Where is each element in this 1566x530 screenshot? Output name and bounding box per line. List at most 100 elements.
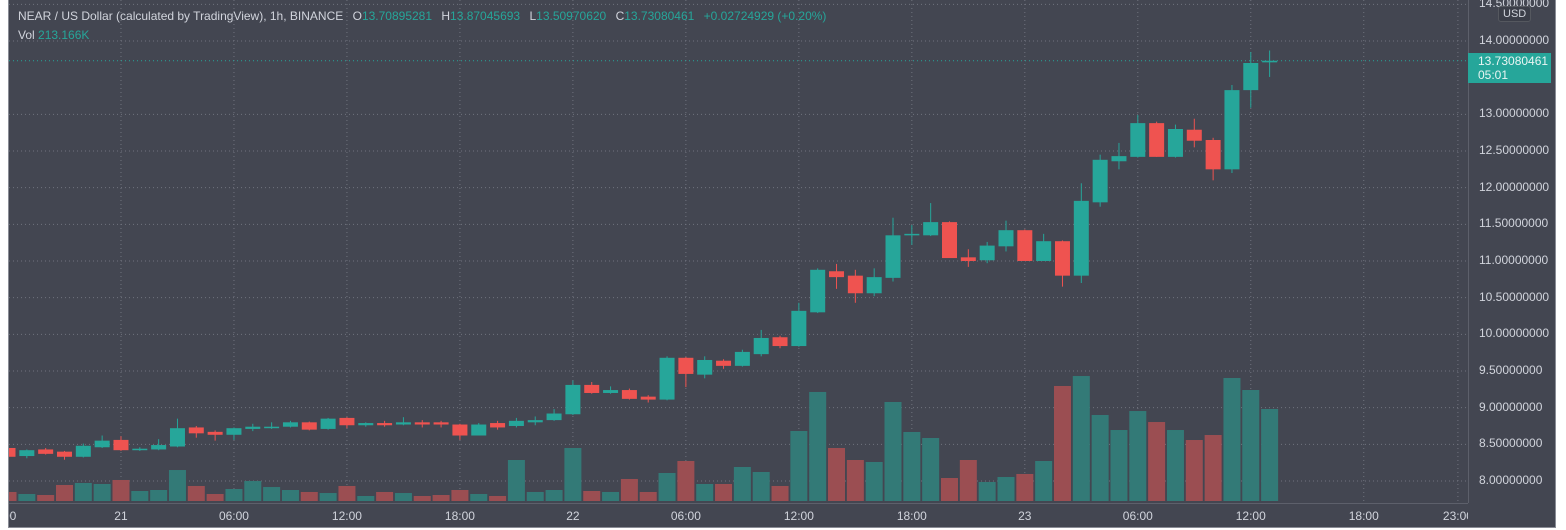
volume-bar: [639, 491, 657, 501]
volume-bar: [1148, 422, 1166, 501]
candle: [490, 420, 506, 430]
volume-bar: [206, 494, 224, 501]
time-tick-label: 22: [566, 509, 580, 523]
volume-bar: [941, 477, 958, 501]
volume-bar: [809, 391, 827, 501]
volume-bar: [168, 470, 186, 501]
candle-body: [377, 423, 393, 426]
candle-body: [19, 450, 35, 457]
candle: [697, 356, 713, 379]
candle-body: [866, 277, 882, 294]
close-label: C: [615, 9, 625, 23]
candle-body: [1036, 241, 1052, 261]
candle: [734, 349, 750, 367]
time-tick-label: 06:00: [670, 509, 701, 523]
candle-body: [132, 448, 148, 451]
candle: [960, 249, 976, 267]
volume-bar: [733, 466, 751, 501]
candle-body: [678, 357, 694, 374]
candle: [1130, 115, 1146, 158]
volume-bar: [376, 491, 394, 501]
candle-body: [960, 257, 976, 261]
candle: [640, 395, 656, 403]
volume-bar: [507, 459, 525, 501]
volume-bar: [338, 485, 356, 501]
volume-bar: [451, 489, 469, 501]
open-label: O: [352, 9, 362, 23]
price-tick-label: 9.00000000: [1479, 399, 1543, 414]
price-tick-label: 8.50000000: [1479, 436, 1543, 451]
price-chart-plot[interactable]: [0, 0, 1468, 503]
candle-body: [1054, 241, 1070, 276]
candle-body: [1262, 60, 1278, 63]
volume-bar: [583, 490, 601, 501]
candle: [1262, 50, 1278, 77]
candle-body: [640, 396, 656, 400]
price-axis[interactable]: 14.50000000 14.00000000 13.00000000 12.5000…: [1468, 0, 1556, 503]
volume-label[interactable]: Vol: [18, 28, 35, 42]
candle-body: [847, 275, 863, 294]
close-value: 13.73080461: [624, 9, 695, 23]
volume-bar: [1242, 389, 1260, 501]
candle: [998, 220, 1014, 252]
candle: [395, 417, 411, 426]
candle: [433, 420, 449, 428]
volume-bar: [1204, 435, 1222, 501]
candle: [1243, 51, 1259, 108]
candle: [188, 425, 204, 438]
candle-body: [94, 440, 110, 448]
volume-bar: [865, 461, 883, 501]
candle: [508, 417, 524, 428]
candle: [38, 447, 54, 455]
volume-bar: [1016, 473, 1034, 501]
candle-body: [1092, 159, 1108, 203]
volume-bar: [828, 448, 846, 501]
candle: [847, 269, 863, 303]
candle: [377, 420, 393, 427]
volume-bar: [413, 495, 431, 501]
volume-bar: [9, 491, 17, 501]
candle: [320, 417, 336, 430]
candle: [979, 241, 995, 264]
volume-bar: [131, 490, 149, 501]
volume-value: 213.166K: [38, 28, 90, 42]
currency-label[interactable]: USD: [1498, 6, 1532, 22]
time-tick-label: 06:00: [218, 509, 249, 523]
candle-body: [1243, 62, 1259, 91]
symbol-title[interactable]: NEAR / US Dollar (calculated by TradingV…: [18, 9, 344, 23]
time-axis[interactable]: 00 21 06:00 12:00 18:00 22 06:00 12:00 18:00 23 06…: [9, 503, 1468, 528]
candle: [19, 449, 35, 459]
candle-body: [791, 310, 807, 347]
price-tick-label: 12.50000000: [1479, 142, 1550, 157]
volume-bar: [225, 489, 243, 501]
candle: [791, 302, 807, 347]
price-tick-label: 8.00000000: [1479, 472, 1543, 487]
candle: [452, 423, 468, 440]
time-tick-label: 12:00: [331, 509, 362, 523]
volume-bar: [545, 489, 563, 501]
candle: [942, 221, 957, 259]
candle: [471, 423, 487, 436]
time-tick-label: 00: [9, 509, 17, 523]
candle: [75, 443, 91, 458]
volume-bar: [281, 489, 299, 501]
candle-body: [697, 359, 713, 375]
time-tick-label: 18:00: [896, 509, 927, 523]
candle-body: [320, 418, 336, 429]
volume-bar: [489, 495, 507, 501]
candle: [829, 263, 845, 289]
time-tick-label: 18:00: [444, 509, 475, 523]
candle: [282, 420, 298, 428]
volume-bar: [1091, 414, 1109, 501]
time-tick-label: 21: [114, 509, 128, 523]
candle-body: [339, 417, 355, 426]
candle: [923, 203, 939, 237]
volume-bar: [263, 487, 281, 501]
volume-bar: [658, 472, 676, 501]
volume-bar: [1129, 411, 1147, 501]
candle-body: [546, 413, 562, 421]
candle-body: [395, 422, 411, 425]
candle: [527, 416, 543, 426]
candle: [678, 357, 694, 388]
candle-body: [716, 360, 732, 366]
